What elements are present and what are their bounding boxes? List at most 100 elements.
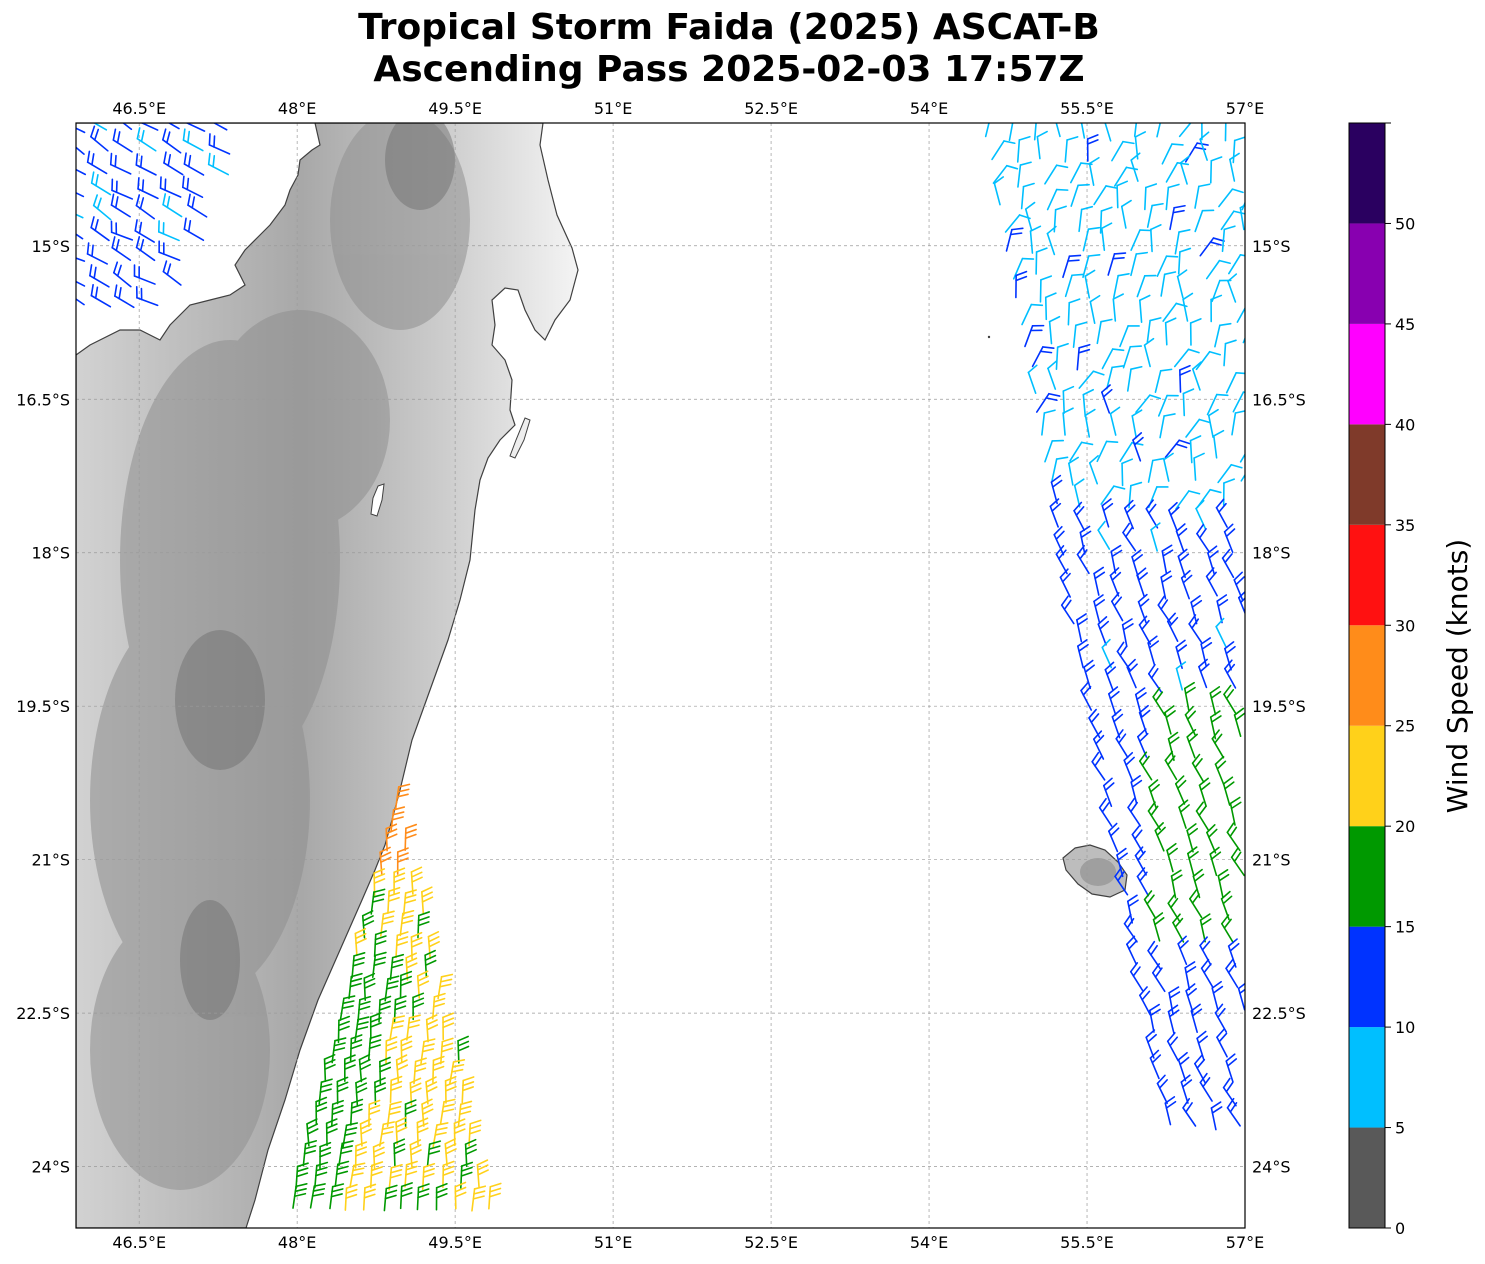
wind-barb bbox=[1113, 273, 1130, 299]
wind-barb bbox=[1217, 463, 1243, 484]
lat-tick-label: 15°S bbox=[1252, 237, 1291, 256]
wind-barb bbox=[383, 1184, 398, 1212]
wind-barb bbox=[1194, 1054, 1207, 1084]
wind-barb bbox=[76, 146, 85, 155]
wind-barb bbox=[1080, 123, 1086, 139]
wind-barb bbox=[444, 1138, 457, 1167]
lon-tick-label: 54°E bbox=[910, 1233, 948, 1252]
wind-barb bbox=[1126, 365, 1143, 392]
wind-barb bbox=[1167, 731, 1180, 762]
wind-barb bbox=[1151, 963, 1166, 993]
colorbar-bin bbox=[1349, 826, 1385, 927]
wind-barb bbox=[1216, 594, 1229, 624]
lat-ticks-right: 15°S 16.5°S 18°S 19.5°S 21°S 22.5°S 24°S bbox=[1252, 237, 1306, 1177]
wind-barb bbox=[1154, 368, 1173, 393]
wind-barb bbox=[336, 1076, 349, 1105]
wind-barb bbox=[1189, 435, 1202, 464]
lon-ticks-bottom: 46.5°E 48°E 49.5°E 51°E 52.5°E 54°E 55.5°E 57°E bbox=[112, 1233, 1264, 1252]
wind-barb bbox=[1221, 225, 1236, 253]
wind-barb bbox=[1082, 226, 1101, 252]
wind-barb bbox=[159, 176, 182, 198]
wind-barb bbox=[1161, 143, 1184, 165]
wind-barb bbox=[1122, 522, 1137, 552]
wind-barb bbox=[404, 823, 418, 851]
wind-barb bbox=[1179, 364, 1191, 393]
wind-barb bbox=[370, 888, 386, 915]
wind-barb bbox=[1131, 409, 1143, 439]
wind-barb bbox=[1111, 708, 1124, 739]
lat-tick-label: 24°S bbox=[31, 1158, 70, 1177]
wind-barb bbox=[1200, 958, 1214, 989]
wind-barb bbox=[1135, 394, 1162, 414]
wind-barb bbox=[339, 995, 356, 1021]
wind-barb bbox=[417, 911, 431, 939]
wind-barb bbox=[1100, 485, 1126, 505]
wind-barb bbox=[1156, 123, 1162, 138]
wind-barb bbox=[1020, 182, 1035, 210]
colorbar-bin bbox=[1349, 123, 1385, 224]
wind-barb bbox=[363, 972, 376, 1001]
wind-barb bbox=[325, 1118, 338, 1147]
wind-barb bbox=[1124, 499, 1136, 530]
wind-barb bbox=[1180, 1074, 1193, 1104]
wind-barb bbox=[114, 284, 135, 309]
lon-tick-label: 48°E bbox=[278, 1233, 316, 1252]
wind-barb bbox=[379, 1121, 395, 1147]
wind-barb bbox=[1177, 935, 1189, 966]
islet-dot bbox=[987, 335, 991, 339]
wind-barb bbox=[1206, 824, 1218, 854]
wind-barb bbox=[187, 193, 208, 218]
wind-barb bbox=[1147, 457, 1165, 483]
lon-tick-label: 46.5°E bbox=[112, 99, 166, 118]
wind-barb bbox=[1182, 1097, 1197, 1127]
wind-barb bbox=[400, 1035, 413, 1064]
wind-barb bbox=[1150, 522, 1161, 552]
wind-barb bbox=[1024, 324, 1045, 348]
wind-barb bbox=[984, 123, 990, 138]
lat-tick-label: 16.5°S bbox=[1252, 390, 1306, 409]
wind-barb bbox=[1121, 618, 1134, 648]
wind-barb bbox=[329, 1183, 345, 1210]
wind-barb bbox=[1228, 254, 1245, 275]
wind-barb bbox=[1195, 350, 1222, 371]
wind-barb bbox=[1211, 980, 1224, 1011]
wind-barb bbox=[476, 1159, 489, 1188]
wind-barb bbox=[1088, 156, 1100, 186]
wind-barb bbox=[344, 1183, 358, 1211]
lon-tick-label: 52.5°E bbox=[744, 1233, 798, 1252]
wind-barb bbox=[1073, 501, 1086, 532]
wind-barb bbox=[1199, 237, 1225, 257]
wind-barb bbox=[1149, 1003, 1161, 1033]
wind-barb bbox=[425, 1014, 439, 1043]
wind-barb bbox=[1069, 441, 1094, 462]
wind-barb bbox=[1178, 799, 1190, 829]
wind-barb bbox=[449, 1059, 466, 1085]
wind-barb bbox=[389, 1015, 406, 1041]
wind-barb bbox=[435, 1182, 448, 1211]
wind-barb bbox=[1180, 569, 1193, 600]
wind-barb bbox=[393, 1138, 406, 1167]
wind-barb bbox=[1178, 123, 1205, 138]
wind-barb bbox=[1185, 418, 1211, 438]
colorbar-tick-label: 15 bbox=[1395, 918, 1415, 937]
wind-barb bbox=[1177, 548, 1190, 579]
wind-barb bbox=[1164, 1096, 1177, 1126]
wind-barb bbox=[1101, 498, 1114, 528]
wind-barb bbox=[357, 995, 372, 1023]
wind-barb bbox=[1225, 958, 1239, 988]
wind-barb bbox=[1184, 961, 1197, 991]
wind-barb bbox=[1130, 774, 1143, 805]
map-area bbox=[76, 123, 1245, 1228]
wind-barb bbox=[89, 264, 110, 288]
wind-barb bbox=[1102, 777, 1115, 808]
wind-barb bbox=[1189, 318, 1202, 346]
wind-barb bbox=[992, 164, 1019, 184]
wind-barb bbox=[109, 152, 132, 175]
wind-barb bbox=[1210, 294, 1223, 323]
wind-barb bbox=[1082, 254, 1101, 279]
wind-barb bbox=[1237, 982, 1245, 1011]
wind-barb bbox=[86, 242, 108, 265]
wind-barb bbox=[90, 216, 110, 242]
wind-barb bbox=[1149, 1049, 1162, 1080]
wind-barb bbox=[425, 1076, 438, 1105]
